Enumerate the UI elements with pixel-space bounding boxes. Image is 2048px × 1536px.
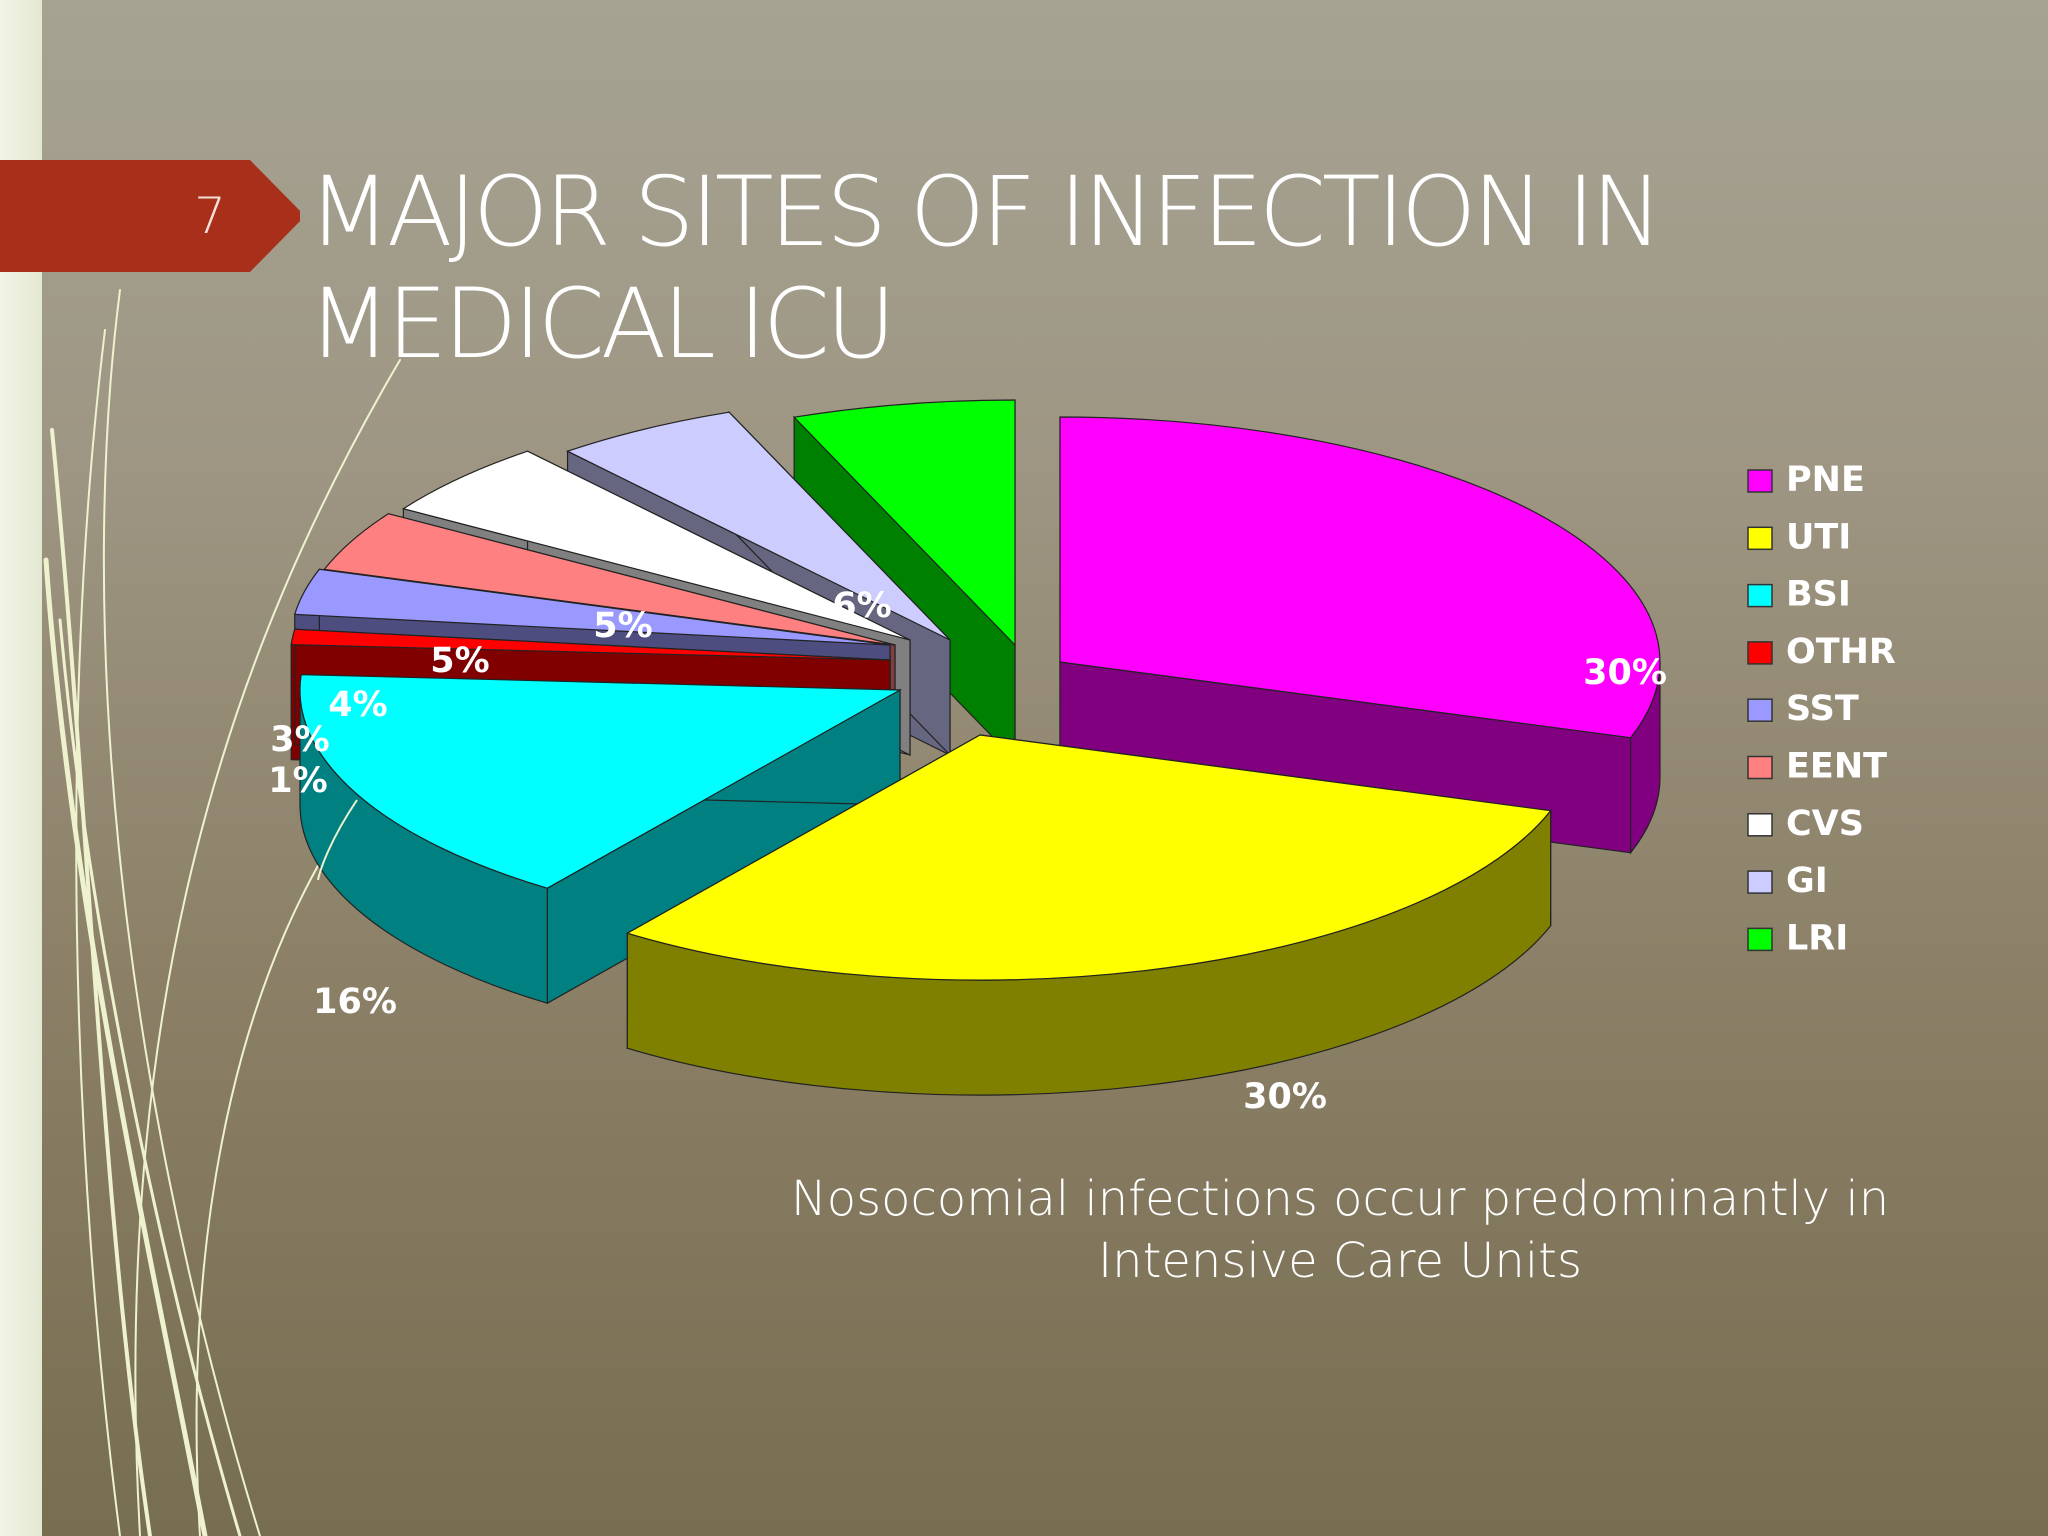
legend-item-bsi: BSI [1747, 575, 1851, 615]
slide-caption: Nosocomial infections occur predominantl… [760, 1168, 1920, 1292]
legend-label-lri: LRI [1786, 918, 1848, 958]
slice-pne [1059, 416, 1661, 739]
slide-number-tab [0, 160, 300, 272]
legend-item-eent: EENT [1747, 747, 1887, 787]
legend-swatch-cvs [1747, 813, 1773, 837]
legend-swatch-othr [1747, 641, 1773, 665]
slice-uti [625, 734, 1552, 981]
slice-lri [792, 399, 1016, 647]
slide-caption-line-2: Intensive Care Units [1097, 1233, 1582, 1289]
legend-label-cvs: CVS [1786, 804, 1864, 844]
slice-gi [565, 411, 951, 641]
legend-item-othr: OTHR [1747, 632, 1896, 672]
legend-swatch-bsi [1747, 583, 1773, 608]
data-label-eent: 4% [328, 685, 387, 725]
legend-label-pne: PNE [1786, 460, 1865, 500]
legend-label-eent: EENT [1786, 747, 1887, 787]
data-label-gi: 5% [593, 606, 652, 646]
slide-number: 7 [194, 187, 226, 245]
legend-swatch-sst [1747, 698, 1773, 722]
slide-title: MAJOR SITES OF INFECTION IN MEDICAL ICU [308, 156, 1808, 380]
leader-line-othr [317, 799, 358, 881]
slide-title-line-2: MEDICAL ICU [308, 268, 896, 380]
pie-data-labels: 30% 30% 16% 1%3%4% 5% 5% 6% [268, 586, 1667, 1117]
slide-caption-line-1: Nosocomial infections occur predominantl… [790, 1171, 1890, 1227]
data-label-cvs: 5% [430, 641, 489, 681]
slice-cvs [401, 450, 911, 641]
slide-title-line-1: MAJOR SITES OF INFECTION IN [308, 156, 1663, 268]
data-label-bsi: 16% [313, 982, 397, 1022]
legend-swatch-pne [1747, 469, 1773, 493]
legend-item-pne: PNE [1747, 460, 1865, 500]
slice-eent [323, 513, 896, 646]
legend-label-gi: GI [1786, 861, 1828, 901]
legend-item-uti: UTI [1747, 517, 1851, 557]
legend-swatch-uti [1747, 526, 1773, 551]
data-label-othr: 1% [268, 761, 327, 801]
legend-item-lri: LRI [1747, 918, 1848, 958]
legend-label-othr: OTHR [1786, 632, 1896, 672]
legend-swatch-eent [1747, 755, 1773, 780]
legend-label-bsi: BSI [1786, 575, 1851, 615]
slice-bsi [299, 674, 903, 889]
legend-label-sst: SST [1786, 689, 1859, 729]
data-label-sst: 3% [270, 720, 329, 760]
slice-sst [293, 568, 891, 646]
legend-item-gi: GI [1747, 861, 1828, 901]
legend-item-cvs: CVS [1747, 804, 1864, 844]
legend-item-sst: SST [1747, 689, 1859, 729]
legend-swatch-gi [1747, 870, 1773, 894]
data-label-pne: 30% [1583, 653, 1667, 693]
legend-swatch-lri [1747, 927, 1773, 952]
slice-othr [290, 628, 891, 661]
data-label-lri: 6% [832, 586, 891, 626]
legend-label-uti: UTI [1786, 517, 1851, 557]
chart-legend: PNE UTI BSI OTHR SST EENT CVS GI LRI [1747, 460, 1896, 958]
data-label-uti: 30% [1243, 1077, 1327, 1117]
pie-tops [290, 399, 1661, 981]
